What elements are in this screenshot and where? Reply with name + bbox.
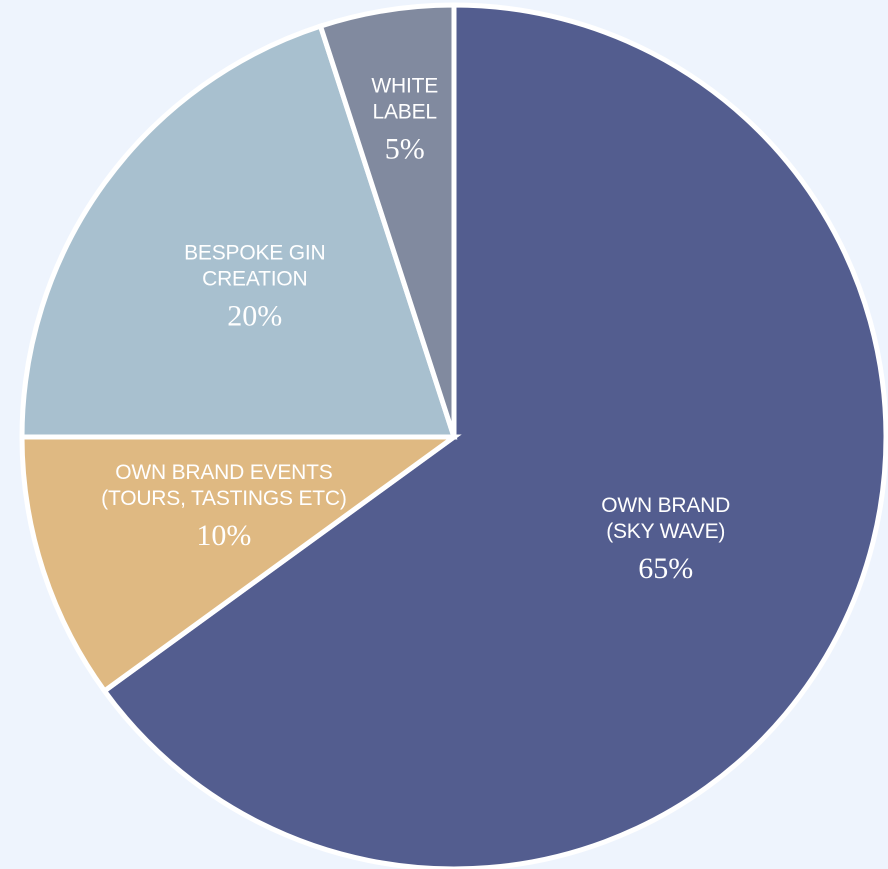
- data-label-own-brand-sky-wave: OWN BRAND (SKY WAVE) 65%: [601, 494, 730, 585]
- slice-category-label: OWN BRAND EVENTS: [115, 461, 333, 484]
- pie-slice-own-brand-events-tours-tastings-etc: [19, 434, 462, 695]
- slice-category-label: WHITE: [371, 75, 438, 98]
- slice-category-label: (TOURS, TASTINGS ETC): [101, 487, 346, 510]
- slice-category-label: OWN BRAND: [601, 494, 730, 517]
- slice-category-label: (SKY WAVE): [606, 520, 725, 543]
- slice-value-label: 65%: [638, 552, 693, 585]
- slice-category-label: BESPOKE GIN: [184, 241, 325, 264]
- slice-value-label: 10%: [196, 519, 251, 552]
- slice-value-label: 20%: [227, 299, 282, 332]
- pie-slice-white-label: [317, 2, 457, 438]
- slice-value-label: 5%: [385, 133, 425, 166]
- slice-category-label: CREATION: [202, 267, 307, 290]
- pie-slice-own-brand-sky-wave: [101, 2, 888, 869]
- data-label-own-brand-events-tours-tastings-etc: OWN BRAND EVENTS (TOURS, TASTINGS ETC) 10%: [101, 461, 347, 552]
- data-label-white-label: WHITE LABEL 5%: [371, 75, 438, 166]
- data-label-bespoke-gin-creation: BESPOKE GIN CREATION 20%: [184, 241, 326, 332]
- labels-layer: OWN BRAND (SKY WAVE) 65% OWN BRAND EVENTS (T…: [101, 75, 730, 585]
- slice-category-label: LABEL: [373, 101, 437, 124]
- slices-layer: [19, 2, 888, 869]
- pie-slice-bespoke-gin-creation: [19, 22, 458, 440]
